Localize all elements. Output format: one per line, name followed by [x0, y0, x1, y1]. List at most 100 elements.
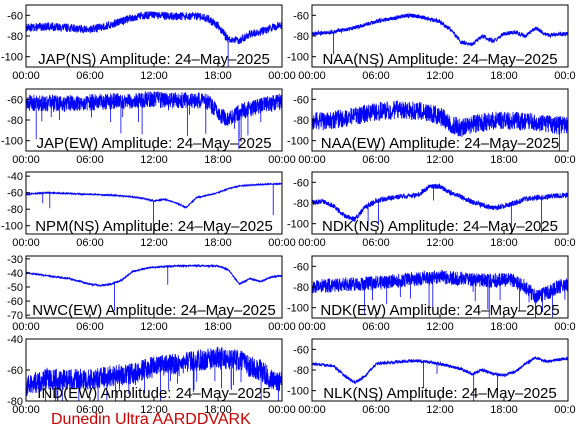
chart-panel: 00:00 06:00 12:00 18:00 00:00 -30 -40 -50 -60 -70…: [7, 254, 296, 333]
y-tick-label: -50: [7, 282, 23, 294]
y-tick-label: -80: [7, 396, 23, 408]
x-tick-label: 06:00: [362, 154, 390, 166]
x-tick-label: 00:00: [554, 404, 576, 416]
chart-panel: 00:00 06:00 12:00 18:00 00:00 -60 -80 -100 NAA(N…: [287, 4, 576, 82]
y-tick-label: -100: [287, 303, 309, 315]
x-tick-label: 06:00: [362, 237, 390, 249]
series-group: [312, 100, 568, 151]
x-tick-label: 12:00: [426, 321, 454, 333]
chart-title: NPM(NS) Amplitude: 24–May–2025: [35, 218, 273, 235]
y-tick-label: -80: [293, 115, 309, 127]
series-group: [26, 10, 282, 67]
series-group: [312, 355, 568, 401]
chart-panel: 00:00 06:00 12:00 18:00 00:00 -60 -80 -100 JAP(N…: [1, 4, 296, 82]
amplitude-trace: [26, 90, 282, 127]
amplitude-trace: [26, 181, 282, 209]
x-tick-label: 00:00: [554, 70, 576, 82]
series-group: [312, 12, 568, 55]
y-tick-label: -40: [7, 268, 23, 280]
y-tick-label: -70: [7, 310, 23, 322]
x-tick-label: 18:00: [204, 321, 232, 333]
series-group: [312, 269, 568, 318]
amplitude-trace: [312, 100, 568, 137]
y-tick-label: -80: [7, 204, 23, 216]
x-tick-label: 12:00: [140, 404, 168, 416]
x-tick-label: 06:00: [76, 404, 104, 416]
y-tick-label: -60: [293, 177, 309, 189]
x-tick-label: 00:00: [298, 321, 326, 333]
y-tick-label: -80: [293, 365, 309, 377]
chart-panel: 00:00 06:00 12:00 18:00 00:00 -60 -80 -100 NDK(E…: [287, 255, 576, 333]
y-tick-label: -80: [293, 282, 309, 294]
series-group: [26, 181, 282, 234]
chart-title: JAP(NS) Amplitude: 24–May–2025: [38, 51, 270, 68]
amplitude-trace: [26, 263, 282, 288]
x-tick-label: 06:00: [76, 321, 104, 333]
footer-label: Dunedin Ultra AARDDVARK: [51, 411, 251, 428]
chart-title: NWC(EW) Amplitude: 24–May–2025: [32, 302, 275, 319]
series-group: [26, 346, 282, 401]
series-group: [26, 263, 282, 312]
x-tick-label: 00:00: [554, 154, 576, 166]
y-tick-label: -80: [7, 31, 23, 43]
amplitude-trace: [26, 10, 282, 45]
chart-title: NDK(NS) Amplitude: 24–May–2025: [322, 218, 558, 235]
x-tick-label: 12:00: [140, 237, 168, 249]
x-tick-label: 00:00: [268, 154, 296, 166]
amplitude-trace: [312, 355, 568, 385]
y-tick-label: -60: [293, 94, 309, 106]
x-tick-label: 18:00: [204, 237, 232, 249]
chart-panel: 00:00 06:00 12:00 18:00 00:00 -60 -80 -100 NLK(N…: [287, 338, 576, 416]
x-tick-label: 12:00: [426, 154, 454, 166]
chart-panel: 00:00 06:00 12:00 18:00 00:00 -40 -60 -80 IND(EW…: [7, 334, 296, 416]
y-tick-label: -60: [293, 344, 309, 356]
y-tick-label: -60: [7, 94, 23, 106]
x-tick-label: 06:00: [362, 70, 390, 82]
chart-title: JAP(EW) Amplitude: 24–May–2025: [36, 135, 271, 152]
y-tick-label: -30: [7, 254, 23, 266]
y-tick-label: -60: [7, 365, 23, 377]
y-tick-label: -80: [293, 31, 309, 43]
y-tick-label: -60: [293, 261, 309, 273]
x-tick-label: 06:00: [76, 70, 104, 82]
amplitude-trace: [312, 12, 568, 47]
y-tick-label: -100: [1, 136, 23, 148]
y-tick-label: -100: [1, 221, 23, 233]
y-tick-label: -60: [293, 10, 309, 22]
y-tick-label: -40: [7, 334, 23, 346]
x-tick-label: 18:00: [490, 321, 518, 333]
chart-panel: 00:00 06:00 12:00 18:00 00:00 -60 -80 -100 NAA(E…: [287, 88, 576, 166]
x-tick-label: 18:00: [204, 154, 232, 166]
series-group: [26, 90, 282, 150]
chart-panel: 00:00 06:00 12:00 18:00 00:00 -40 -60 -80 -100 NP…: [1, 171, 296, 249]
x-tick-label: 18:00: [490, 404, 518, 416]
y-tick-label: -60: [7, 188, 23, 200]
chart-title: NAA(EW) Amplitude: 24–May–2025: [321, 135, 559, 152]
y-tick-label: -60: [7, 10, 23, 22]
x-tick-label: 06:00: [362, 321, 390, 333]
x-tick-label: 00:00: [268, 70, 296, 82]
x-tick-label: 00:00: [12, 70, 40, 82]
x-tick-label: 12:00: [140, 70, 168, 82]
y-tick-label: -40: [7, 171, 23, 183]
chart-title: NAA(NS) Amplitude: 24–May–2025: [322, 51, 557, 68]
chart-title: IND(EW) Amplitude: 24–May–2025: [37, 385, 270, 402]
y-tick-label: -100: [1, 52, 23, 64]
x-tick-label: 12:00: [140, 154, 168, 166]
x-tick-label: 18:00: [204, 70, 232, 82]
y-tick-label: -100: [287, 136, 309, 148]
x-tick-label: 00:00: [12, 154, 40, 166]
x-tick-label: 18:00: [490, 154, 518, 166]
y-tick-label: -80: [293, 198, 309, 210]
y-tick-label: -60: [7, 296, 23, 308]
x-tick-label: 00:00: [298, 70, 326, 82]
series-group: [312, 183, 568, 234]
x-tick-label: 00:00: [12, 321, 40, 333]
y-tick-label: -100: [287, 219, 309, 231]
x-tick-label: 18:00: [204, 404, 232, 416]
x-tick-label: 12:00: [426, 404, 454, 416]
x-tick-label: 00:00: [298, 154, 326, 166]
x-tick-label: 00:00: [268, 237, 296, 249]
chart-panel: 00:00 06:00 12:00 18:00 00:00 -60 -80 -100 JAP(E…: [1, 88, 296, 166]
amplitude-trace: [26, 346, 282, 396]
